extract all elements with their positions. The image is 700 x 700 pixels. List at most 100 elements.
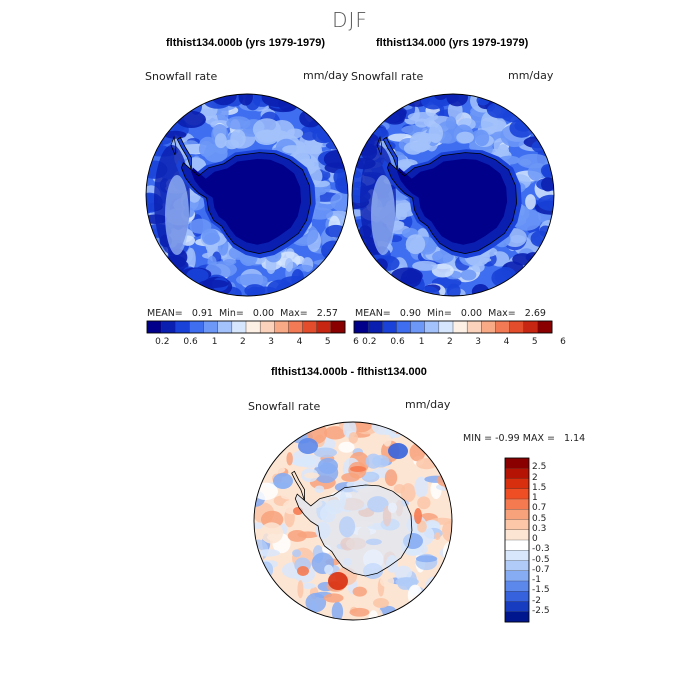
panel-1-colorbar-box-10 (288, 320, 304, 334)
panel-2-colorbar-tick: 4 (503, 337, 510, 347)
panel-3-colorbar (504, 457, 530, 623)
panel-1-variable: Snowfall rate (145, 70, 218, 83)
panel-1-max: 2.57 (316, 308, 338, 319)
panel-3-max-label: MAX = (522, 433, 555, 444)
panel-3-colorbar-tick: -0.5 (532, 554, 550, 565)
panel-1-colorbar-box-6 (231, 320, 247, 334)
panel-3-colorbar-tick: 1.5 (532, 482, 547, 493)
panel-1-colorbar-ticks: 0.2 0.6 1 2 3 4 5 6 (147, 337, 359, 349)
panel-3-colorbar-box-10 (504, 560, 530, 572)
panel-2-min: 0.00 (460, 308, 483, 319)
panel-1-colorbar-box-0 (146, 320, 162, 334)
panel-2-colorbar-box-9 (481, 320, 496, 334)
panel-2-max: 2.69 (524, 308, 546, 319)
panel-2-map (351, 93, 555, 297)
panel-3-colorbar-box-6 (504, 519, 530, 531)
panel-1-mean: 0.91 (191, 308, 213, 319)
panel-3-colorbar-box-7 (504, 529, 530, 541)
panel-2-colorbar-tick: 2 (447, 337, 453, 347)
panel-3-colorbar-box-4 (504, 498, 530, 510)
panel-2-colorbar-box-8 (466, 320, 482, 334)
panel-2-units: mm/day (508, 69, 554, 82)
panel-3-colorbar-box-2 (504, 478, 530, 490)
panel-3-colorbar-box-1 (504, 468, 530, 479)
panel-1-colorbar-box-12 (316, 320, 332, 334)
panel-2-min-label: Min= (427, 308, 452, 319)
panel-1-min: 0.00 (252, 308, 275, 319)
panel-1-min-label: Min= (219, 308, 244, 319)
panel-3-colorbar-box-11 (504, 570, 530, 582)
panel-1-colorbar-tick: 6 (353, 337, 359, 347)
panel-3-colorbar-ticks: 2.5 2 1.5 1 0.7 0.5 0.3 0 -0.3 -0.5 -0.7 -1 -1.5 -2 -2… (532, 458, 572, 622)
panel-3-min: -0.99 (495, 433, 520, 444)
panel-1-colorbar-box-11 (302, 320, 318, 334)
panel-1-colorbar-tick: 0.6 (183, 337, 198, 347)
panel-1-colorbar-box-7 (245, 320, 261, 334)
panel-2-colorbar-tick: 1 (418, 337, 425, 347)
panel-3-min-label: MIN = (463, 433, 493, 444)
panel-2-colorbar-box-4 (410, 320, 426, 334)
panel-2-colorbar-tick: 0.2 (362, 337, 377, 347)
panel-3-colorbar-tick: -1.5 (532, 585, 550, 596)
panel-3-colorbar-box-5 (504, 509, 530, 520)
panel-3-variable: Snowfall rate (248, 400, 321, 413)
panel-1-colorbar-box-4 (203, 320, 219, 334)
panel-3-colorbar-tick: -0.7 (532, 564, 550, 575)
panel-3-colorbar-box-9 (504, 550, 530, 561)
panel-1-colorbar-box-9 (274, 320, 289, 334)
panel-1-units: mm/day (303, 69, 349, 82)
panel-1-colorbar-tick: 4 (296, 337, 303, 347)
panel-1-colorbar-tick: 1 (211, 337, 218, 347)
panel-2-colorbar-ticks: 0.2 0.6 1 2 3 4 5 6 (354, 337, 566, 349)
panel-1-colorbar-box-1 (160, 320, 176, 334)
panel-3-colorbar-tick: 2 (532, 472, 538, 483)
panel-3-colorbar-tick: 0.3 (532, 523, 547, 534)
panel-1-colorbar-box-3 (189, 320, 205, 334)
panel-2-colorbar-box-1 (367, 320, 383, 334)
panel-1-colorbar-tick: 0.2 (155, 337, 170, 347)
panel-2-colorbar-box-12 (523, 320, 539, 334)
panel-2-colorbar-box-11 (509, 320, 525, 334)
panel-1-stats: MEAN= 0.91 Min= 0.00 Max= 2.57 (147, 308, 338, 319)
panel-3-map (253, 421, 453, 621)
panel-2-mean-label: MEAN= (355, 308, 391, 319)
panel-1-max-label: Max= (280, 308, 308, 319)
panel-2-mean: 0.90 (399, 308, 421, 319)
panel-2-colorbar (353, 320, 553, 334)
panel-3-title: flthist134.000b - flthist134.000 (271, 366, 427, 378)
panel-1-colorbar (146, 320, 346, 334)
panel-2-title: flthist134.000 (yrs 1979-1979) (376, 37, 529, 49)
panel-3-colorbar-tick: 0.5 (532, 513, 547, 524)
panel-3-colorbar-box-12 (504, 580, 530, 592)
panel-3-colorbar-tick: -2.5 (532, 605, 550, 616)
panel-3-colorbar-box-15 (504, 611, 530, 623)
panel-1-colorbar-box-8 (259, 320, 275, 334)
panel-3-colorbar-tick: 1 (532, 493, 538, 503)
panel-2-colorbar-box-3 (396, 320, 412, 334)
panel-2-colorbar-box-7 (452, 320, 468, 334)
panel-3-colorbar-tick: -0.3 (532, 544, 550, 555)
panel-1-mean-label: MEAN= (147, 308, 183, 319)
panel-3-colorbar-tick: 0.7 (532, 503, 547, 514)
panel-2-max-label: Max= (488, 308, 516, 319)
panel-2-colorbar-box-2 (382, 320, 397, 334)
panel-3-colorbar-box-14 (504, 601, 530, 613)
panel-1-colorbar-box-5 (217, 320, 233, 334)
panel-2-colorbar-tick: 5 (531, 337, 538, 347)
figure-title: DJF (332, 8, 368, 32)
panel-2-colorbar-tick: 3 (475, 337, 482, 347)
panel-2-colorbar-box-13 (537, 320, 553, 334)
panel-3-colorbar-box-3 (504, 488, 530, 500)
panel-2-colorbar-box-5 (424, 320, 440, 334)
panel-2-colorbar-box-10 (495, 320, 511, 334)
panel-2-colorbar-box-0 (353, 320, 369, 334)
panel-3-colorbar-box-0 (504, 457, 530, 469)
panel-3-colorbar-box-8 (504, 539, 530, 551)
panel-1-colorbar-tick: 5 (324, 337, 331, 347)
panel-1-colorbar-box-2 (175, 320, 190, 334)
panel-2-colorbar-tick: 0.6 (390, 337, 405, 347)
panel-3-units: mm/day (405, 398, 451, 411)
panel-3-stats: MIN = -0.99 MAX = 1.14 (463, 433, 585, 444)
panel-1-title: flthist134.000b (yrs 1979-1979) (166, 37, 325, 49)
panel-3-max: 1.14 (564, 433, 586, 444)
